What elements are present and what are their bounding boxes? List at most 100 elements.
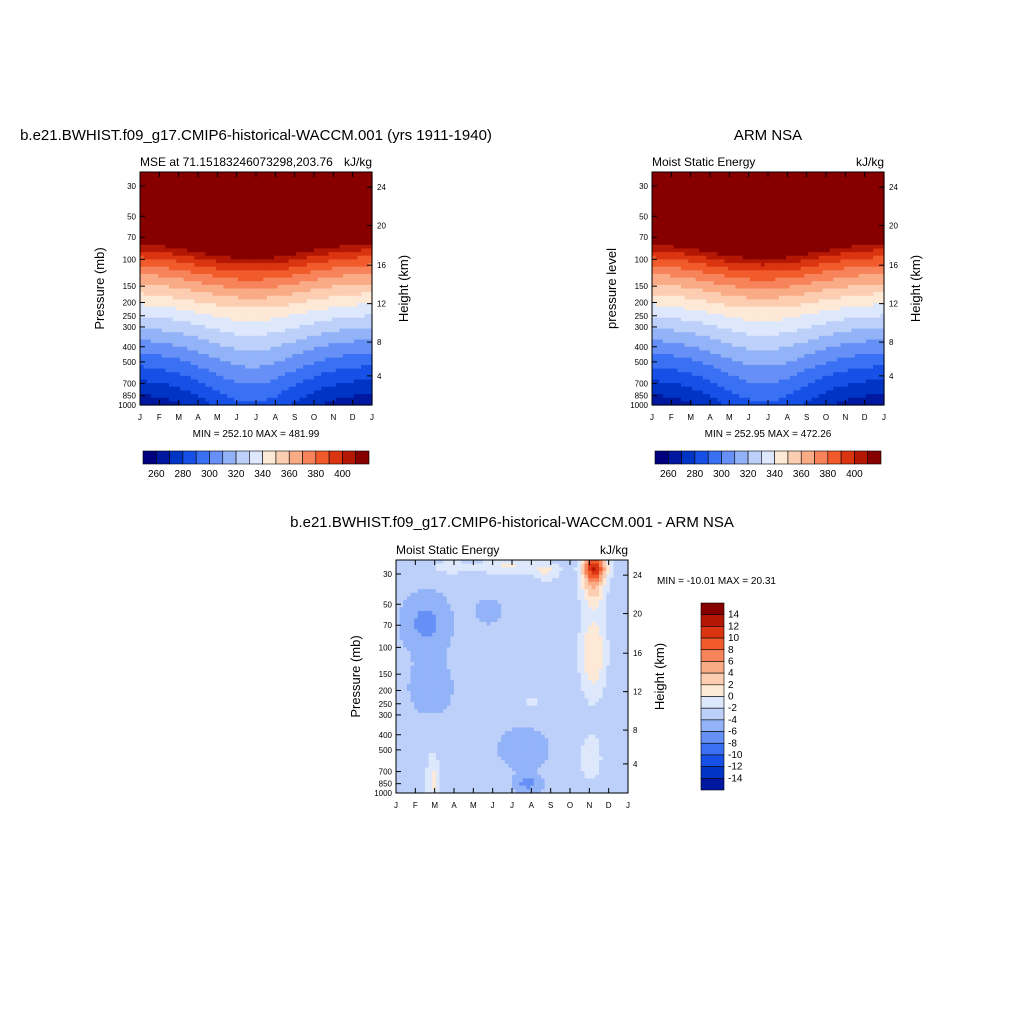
contour-cell — [165, 215, 170, 220]
contour-cell — [343, 277, 348, 282]
contour-cell — [695, 175, 700, 180]
contour-cell — [321, 190, 326, 195]
contour-cell — [165, 193, 170, 199]
contour-cell — [266, 354, 272, 359]
contour-cell — [216, 215, 221, 220]
contour-cell — [339, 343, 344, 348]
contour-cell — [198, 186, 203, 191]
contour-cell — [147, 397, 152, 402]
contour-cell — [266, 368, 272, 373]
colorbar-box — [195, 450, 210, 465]
contour-cell — [292, 292, 297, 297]
contour-cell — [339, 379, 344, 384]
contour-cell — [150, 317, 156, 322]
contour-cell — [332, 335, 337, 341]
contour-cell — [353, 237, 359, 242]
contour-cell — [205, 321, 210, 326]
contour-cell — [205, 364, 210, 370]
contour-cell — [343, 357, 348, 362]
contour-cell — [154, 190, 159, 195]
contour-cell — [659, 179, 664, 184]
contour-cell — [154, 230, 159, 235]
contour-cell — [212, 252, 217, 257]
contour-cell — [270, 284, 275, 290]
contour-cell — [328, 226, 333, 231]
contour-cell — [771, 197, 776, 202]
contour-cell — [183, 212, 188, 217]
contour-cell — [147, 310, 152, 315]
contour-cell — [201, 372, 206, 377]
contour-cell — [299, 390, 304, 395]
contour-cell — [208, 292, 214, 297]
contour-cell — [227, 397, 232, 402]
contour-cell — [183, 335, 188, 341]
contour-cell — [822, 208, 827, 213]
contour-cell — [880, 172, 885, 177]
contour-cell — [245, 230, 250, 235]
contour-cell — [328, 375, 333, 381]
contour-cell — [303, 222, 308, 228]
contour-cell — [670, 172, 675, 177]
contour-cell — [172, 204, 177, 210]
contour-cell — [332, 375, 337, 381]
contour-cell — [259, 266, 264, 271]
contour-cell — [194, 263, 199, 268]
contour-cell — [335, 313, 340, 319]
contour-cell — [317, 390, 322, 395]
contour-cell — [699, 193, 704, 199]
contour-cell — [179, 255, 185, 260]
contour-cell — [256, 401, 261, 406]
contour-cell — [357, 361, 362, 366]
contour-cell — [299, 306, 304, 311]
contour-cell — [245, 182, 250, 188]
contour-cell — [346, 401, 351, 406]
contour-cell — [150, 179, 156, 184]
contour-cell — [212, 346, 217, 351]
contour-cell — [339, 172, 344, 177]
contour-cell — [216, 328, 221, 333]
contour-cell — [230, 328, 235, 333]
contour-cell — [227, 303, 232, 308]
contour-cell — [161, 172, 166, 177]
contour-cell — [187, 361, 192, 366]
contour-cell — [343, 270, 348, 275]
contour-cell — [368, 321, 373, 326]
contour-cell — [339, 273, 344, 279]
contour-cell — [335, 284, 340, 290]
contour-cell — [281, 335, 286, 341]
contour-cell — [165, 179, 170, 184]
contour-cell — [252, 175, 257, 180]
contour-cell — [277, 368, 282, 373]
contour-cell — [205, 383, 210, 388]
contour-cell — [216, 241, 221, 246]
contour-cell — [295, 354, 301, 359]
contour-cell — [873, 172, 878, 177]
contour-cell — [172, 255, 177, 260]
contour-cell — [350, 364, 355, 370]
contour-cell — [147, 252, 152, 257]
contour-cell — [350, 255, 355, 260]
contour-cell — [150, 328, 156, 333]
contour-cell — [353, 252, 359, 257]
contour-cell — [368, 313, 373, 319]
contour-cell — [670, 179, 675, 184]
contour-cell — [179, 215, 185, 220]
contour-cell — [248, 335, 253, 341]
contour-cell — [364, 310, 369, 315]
contour-cell — [201, 208, 206, 213]
contour-cell — [187, 295, 192, 301]
contour-cell — [252, 350, 257, 355]
contour-cell — [339, 372, 344, 377]
contour-cell — [350, 208, 355, 213]
contour-cell — [281, 401, 286, 406]
contour-cell — [263, 208, 268, 213]
contour-cell — [357, 248, 362, 253]
contour-cell — [299, 197, 304, 202]
contour-cell — [230, 204, 235, 210]
contour-cell — [368, 401, 373, 406]
contour-cell — [303, 354, 308, 359]
contour-cell — [339, 375, 344, 381]
colorbar-label: 320 — [228, 469, 245, 480]
contour-cell — [172, 179, 177, 184]
contour-cell — [237, 193, 243, 199]
